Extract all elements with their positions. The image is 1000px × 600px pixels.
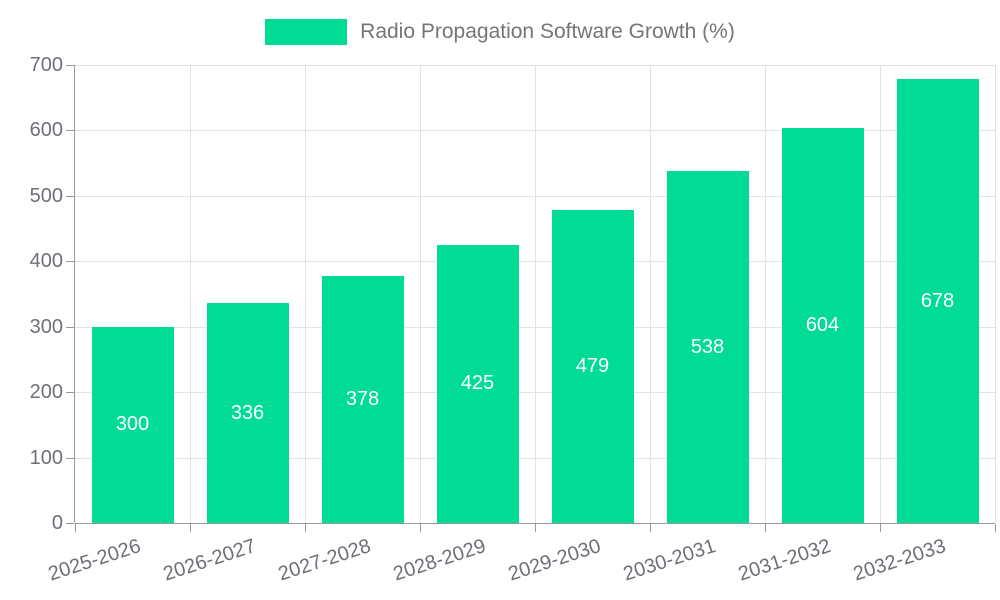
- y-axis-tick-label: 300: [29, 315, 63, 338]
- bar-2025-2026: 300: [91, 326, 174, 523]
- y-axis-tick: [66, 261, 74, 263]
- x-axis-tick-label: 2028-2029: [390, 535, 489, 586]
- plot-area: 300 336 378 425 479 538 604 678: [66, 65, 996, 532]
- bar-value-label: 604: [805, 313, 840, 336]
- y-axis-tick-label: 100: [29, 446, 63, 469]
- y-axis-tick: [66, 457, 74, 459]
- v-gridline: [765, 65, 766, 523]
- legend-swatch: [265, 19, 348, 45]
- y-axis-line: [74, 65, 75, 523]
- bar-value-label: 425: [460, 372, 495, 395]
- x-axis-tick-label: 2029-2030: [505, 535, 604, 586]
- chart-legend[interactable]: Radio Propagation Software Growth (%): [0, 19, 1000, 45]
- x-axis-tick: [75, 524, 76, 532]
- v-gridline: [880, 65, 881, 523]
- v-gridline: [305, 65, 306, 523]
- v-gridline: [995, 65, 996, 523]
- bar-2032-2033: 678: [896, 79, 979, 523]
- y-axis-tick: [66, 392, 74, 394]
- y-axis-tick-label: 600: [29, 119, 63, 142]
- legend-label: Radio Propagation Software Growth (%): [360, 20, 735, 43]
- x-axis-tick: [535, 524, 536, 532]
- bar-value-label: 378: [345, 387, 380, 410]
- bar-2030-2031: 538: [666, 171, 749, 523]
- y-axis-tick: [66, 523, 74, 524]
- y-axis-tick-label: 400: [29, 250, 63, 273]
- bar-2026-2027: 336: [206, 303, 289, 523]
- bar-2028-2029: 425: [436, 244, 519, 523]
- x-axis-line: [75, 523, 995, 524]
- y-axis-tick: [66, 326, 74, 328]
- bar-value-label: 300: [115, 413, 150, 436]
- bar-value-label: 336: [230, 401, 265, 424]
- x-axis-tick: [420, 524, 421, 532]
- x-axis-tick-label: 2026-2027: [160, 535, 259, 586]
- x-axis-tick-label: 2032-2033: [850, 535, 949, 586]
- v-gridline: [535, 65, 536, 523]
- x-axis-tick: [995, 524, 996, 532]
- y-axis-tick: [66, 65, 74, 66]
- x-axis-tick: [190, 524, 191, 532]
- x-axis-tick: [305, 524, 306, 532]
- x-axis-tick: [650, 524, 651, 532]
- x-axis-tick-label: 2031-2032: [735, 535, 834, 586]
- bar-value-label: 678: [920, 289, 955, 312]
- y-axis-tick-label: 700: [29, 54, 63, 76]
- bar-2027-2028: 378: [321, 275, 404, 523]
- y-axis-tick-label: 0: [51, 512, 63, 534]
- v-gridline: [650, 65, 651, 523]
- bar-value-label: 538: [690, 335, 725, 358]
- x-axis-tick-label: 2030-2031: [620, 535, 719, 586]
- x-axis-tick: [880, 524, 881, 532]
- x-axis-tick-label: 2027-2028: [275, 535, 374, 586]
- bar-value-label: 479: [575, 354, 610, 377]
- bar-2031-2032: 604: [781, 127, 864, 523]
- y-axis-tick-label: 200: [29, 381, 63, 404]
- x-axis-tick-label: 2025-2026: [45, 535, 144, 586]
- y-axis-tick: [66, 195, 74, 197]
- x-axis-tick: [765, 524, 766, 532]
- v-gridline: [420, 65, 421, 523]
- y-axis-tick: [66, 130, 74, 132]
- bar-2029-2030: 479: [551, 209, 634, 523]
- y-axis-tick-label: 500: [29, 184, 63, 207]
- v-gridline: [190, 65, 191, 523]
